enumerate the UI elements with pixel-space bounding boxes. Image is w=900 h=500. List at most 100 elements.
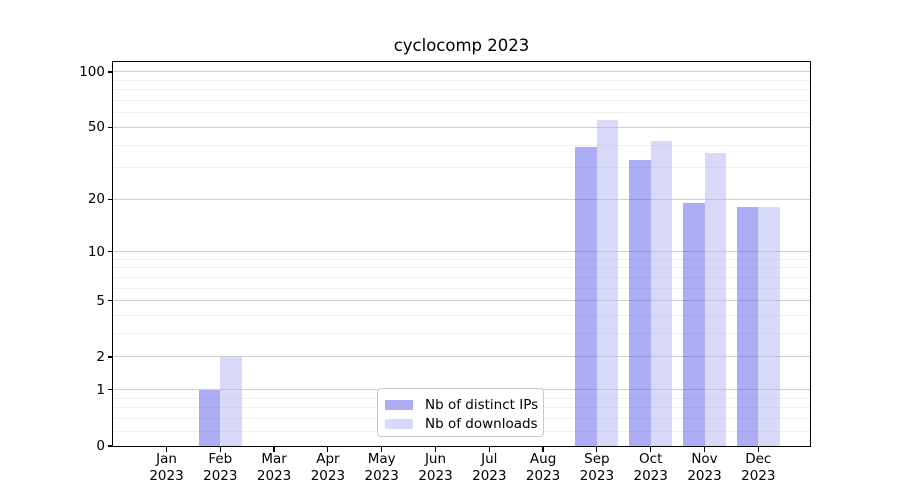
minor-gridline [113,112,810,114]
minor-gridline [113,333,810,335]
x-tick-year: 2023 [525,467,561,484]
legend: Nb of distinct IPs Nb of downloads [377,388,544,437]
minor-gridline [113,276,810,278]
x-tick-mark [757,446,759,452]
x-tick-year: 2023 [364,467,399,484]
x-tick-mark [327,446,329,452]
x-tick-year: 2023 [687,467,722,484]
x-tick-year: 2023 [149,467,184,484]
minor-gridline [113,258,810,260]
x-tick-label: Mar 2023 [242,451,306,484]
x-tick-label: Jun 2023 [404,451,468,484]
x-tick-label: Nov 2023 [673,451,737,484]
x-tick-month: Jul [481,451,498,467]
x-tick-mark [488,446,490,452]
y-tick-mark [107,389,113,391]
minor-gridline [113,315,810,317]
legend-item-distinct-ips: Nb of distinct IPs [385,395,543,414]
y-tick-mark [107,126,113,128]
x-tick-year: 2023 [579,467,615,484]
x-tick-month: Dec [745,451,772,467]
y-tick-label: 0 [96,438,105,454]
bar [683,203,705,446]
bar [758,207,780,446]
x-tick-label: Oct 2023 [619,451,683,484]
minor-gridline [113,167,810,169]
plot-area [112,61,811,447]
legend-swatch-distinct-ips [385,399,413,410]
bar [198,389,221,446]
bar [629,160,651,446]
x-tick-mark [703,446,706,452]
x-tick-month: May [367,451,396,467]
bar [220,356,242,446]
x-tick-label: May 2023 [350,451,414,484]
bar [704,153,726,446]
x-tick-label: Dec 2023 [726,451,790,484]
x-tick-mark [542,446,544,452]
x-tick-month: Sep [584,451,610,467]
x-tick-year: 2023 [472,467,507,484]
y-tick-mark [107,445,113,447]
legend-swatch-downloads [385,418,413,429]
minor-gridline [113,79,810,81]
x-tick-year: 2023 [741,467,776,484]
x-tick-month: Jan [156,451,177,467]
y-tick-label: 1 [96,381,105,398]
y-tick-label: 20 [87,191,105,208]
x-tick-month: Jun [424,451,447,467]
minor-gridline [113,100,810,102]
legend-item-downloads: Nb of downloads [385,414,543,433]
y-tick-label: 2 [96,348,105,365]
x-tick-label: Feb 2023 [188,451,252,484]
x-tick-year: 2023 [203,467,238,484]
y-tick-label: 10 [87,243,105,260]
x-tick-label: Jan 2023 [135,451,199,484]
y-tick-label: 50 [87,119,105,136]
x-tick-month: Aug [529,451,557,467]
bar [575,147,597,446]
x-tick-label: Aug 2023 [511,451,575,484]
minor-gridline [113,287,810,289]
legend-label-downloads: Nb of downloads [425,415,538,432]
y-tick-mark [107,356,113,358]
minor-gridline [113,144,810,146]
x-tick-label: Sep 2023 [565,451,629,484]
legend-label-distinct-ips: Nb of distinct IPs [425,396,539,413]
bar [736,207,759,446]
x-tick-mark [650,446,652,452]
x-tick-mark [381,446,383,452]
y-tick-mark [107,300,113,302]
y-tick-mark [107,71,113,73]
x-tick-label: Jul 2023 [457,451,521,484]
x-tick-month: Nov [691,451,718,467]
chart-title: cyclocomp 2023 [393,36,530,55]
x-tick-year: 2023 [256,467,292,484]
x-tick-mark [434,446,437,452]
major-gridline [113,71,810,73]
x-tick-mark [219,446,221,452]
major-gridline [113,198,810,200]
major-gridline [113,356,810,358]
major-gridline [113,126,810,128]
x-tick-month: Feb [208,451,233,467]
y-tick-mark [107,198,113,200]
x-tick-mark [596,446,598,452]
x-tick-year: 2023 [310,467,346,484]
x-tick-year: 2023 [418,467,453,484]
x-tick-mark [165,446,168,452]
y-tick-label: 5 [96,292,105,309]
major-gridline [113,251,810,253]
x-tick-month: Oct [639,451,663,467]
minor-gridline [113,267,810,269]
x-tick-year: 2023 [633,467,668,484]
bar [650,141,673,446]
x-tick-label: Apr 2023 [296,451,360,484]
x-tick-month: Mar [261,451,287,467]
bar [596,119,619,446]
x-tick-mark [273,446,275,452]
minor-gridline [113,89,810,91]
y-tick-label: 100 [79,63,105,80]
y-tick-mark [107,250,113,253]
